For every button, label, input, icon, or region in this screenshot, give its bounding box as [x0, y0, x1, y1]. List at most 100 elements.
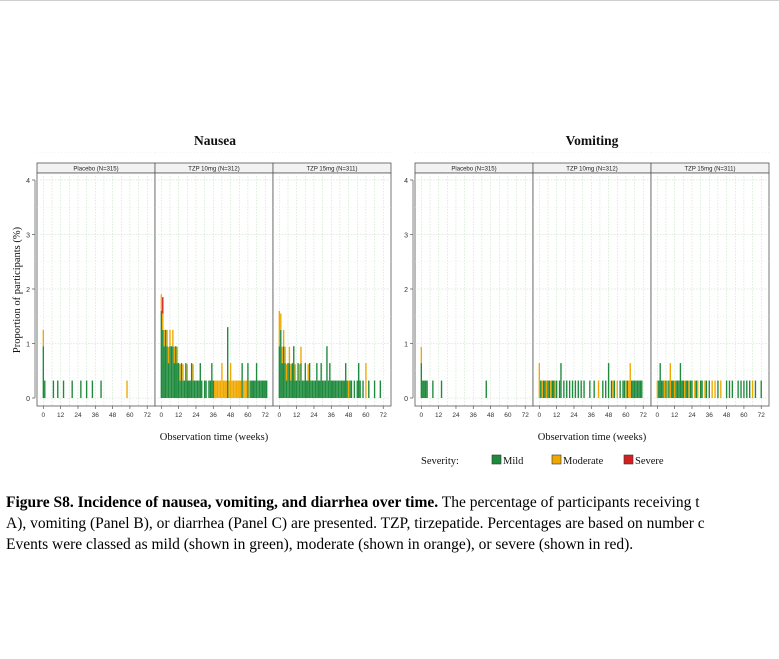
- vomiting-panel-3-bar-moderate: [666, 380, 669, 398]
- nausea-panel-2-bar-mild: [189, 380, 191, 398]
- vomiting-panel-1-bar-mild: [432, 380, 434, 398]
- nausea-panel-2-bar-moderate: [248, 380, 251, 398]
- nausea-panel-3-bar-mild: [319, 380, 321, 398]
- vomiting-y-tick-label: 4: [404, 178, 408, 185]
- vomiting-panel-2-bar-moderate: [597, 380, 600, 398]
- vomiting-panel-2-bar-mild: [593, 380, 595, 398]
- vomiting-panel-2-bar-mild: [623, 380, 626, 398]
- vomiting-panel-3-bar-mild: [717, 380, 719, 398]
- vomiting-panel-3-bar-mild: [668, 380, 670, 398]
- nausea-panel-3-bar-mild: [343, 380, 345, 398]
- nausea-panel-3-bar-mild: [349, 380, 351, 398]
- nausea-panel-2-bar-mild: [163, 346, 165, 398]
- vomiting-panel-2-bar-mild: [563, 380, 565, 398]
- nausea-panel-2-bar-moderate: [182, 364, 184, 381]
- vomiting-y-tick-label: 3: [404, 233, 408, 240]
- nausea-panel-3-bar-mild: [359, 380, 361, 398]
- vomiting-panel-3-bar-mild: [708, 380, 710, 398]
- vomiting-panel-2-bar-moderate: [625, 380, 627, 398]
- nausea-panel-1-bar-moderate: [42, 329, 45, 347]
- vomiting-panel-3-bar-moderate: [684, 380, 686, 398]
- vomiting-panel-3-bar-moderate: [711, 380, 713, 398]
- nausea-panel-2-bar-mild: [183, 380, 186, 398]
- vomiting-panel-3-bar-mild: [699, 380, 702, 398]
- nausea-panel-3-bar-mild: [353, 380, 356, 398]
- vomiting-panel-3-bar-mild: [701, 380, 703, 398]
- nausea-panel-2-bar-mild: [252, 380, 255, 398]
- vomiting-panel-3-bar-mild: [695, 380, 697, 398]
- vomiting-panel-2-bar-mild: [636, 380, 639, 398]
- vomiting-panel-1-bar-moderate: [420, 346, 423, 364]
- vomiting-panel-2-x-tick-label: 0: [538, 412, 542, 419]
- vomiting-panel-3-bar-mild: [691, 380, 693, 398]
- vomiting-panel-2-strip-label: TZP 10mg (N=312): [566, 167, 617, 173]
- nausea-panel-3-bar-moderate: [300, 346, 302, 364]
- legend-item-severe: Severe: [635, 456, 664, 467]
- nausea-panel-2-bar-mild: [173, 363, 176, 398]
- figure-caption: Figure S8. Incidence of nausea, vomiting…: [6, 492, 779, 562]
- vomiting-panel-3-bar-moderate: [697, 380, 699, 398]
- nausea-panel-3-bar-mild: [314, 380, 317, 398]
- nausea-panel-3-bar-mild: [316, 363, 318, 398]
- nausea-panel-1-bar-mild: [91, 380, 94, 398]
- vomiting-panel-3-bar-mild: [740, 380, 742, 398]
- vomiting-panel-3-x-tick-label: 60: [740, 412, 748, 419]
- nausea-panel-3-bar-mild: [342, 380, 344, 398]
- nausea-panel-3-bar-mild: [346, 380, 348, 398]
- nausea-panel-3-x-tick-label: 48: [345, 412, 353, 419]
- nausea-panel-1-x-tick-label: 60: [126, 412, 134, 419]
- nausea-panel-3-bar-moderate: [347, 380, 350, 398]
- vomiting-panel-3-bar-mild: [705, 380, 708, 398]
- nausea-panel-2-strip-label: TZP 10mg (N=312): [188, 167, 239, 173]
- caption-line-1: Figure S8. Incidence of nausea, vomiting…: [6, 492, 779, 513]
- vomiting-panel-2-bar-mild: [566, 380, 568, 398]
- nausea-panel-2-bar-mild: [160, 310, 163, 398]
- nausea-panel-3-bar-mild: [345, 363, 347, 398]
- vomiting-panel-3-bar-mild: [686, 380, 689, 398]
- nausea-panel-2-bar-moderate: [234, 380, 236, 398]
- vomiting-panel-3-bar-mild: [662, 380, 664, 398]
- nausea-panel-3-bar-mild: [303, 380, 305, 398]
- vomiting-panel-3-strip-label: TZP 15mg (N=311): [685, 167, 736, 173]
- vomiting-panel-2-x-tick-label: 60: [622, 412, 630, 419]
- nausea-panel-2-bar-moderate: [238, 380, 240, 398]
- vomiting-panel-3-x-tick-label: 12: [671, 412, 679, 419]
- nausea-panel-2-x-tick-label: 60: [244, 412, 252, 419]
- vomiting-panel-2-bar-mild: [602, 380, 604, 398]
- vomiting-panel-2-bar-mild: [639, 380, 642, 398]
- nausea-panel-3-bar-moderate: [280, 313, 282, 330]
- nausea-panel-3-bar-moderate: [307, 364, 309, 381]
- vomiting-panel-3-bar-mild: [748, 380, 751, 398]
- vomiting-panel-2-bar-mild: [622, 380, 624, 398]
- vomiting-panel-3-bar-mild: [737, 380, 739, 398]
- nausea-panel-2-bar-mild: [195, 380, 197, 398]
- vomiting-panel-1-x-tick-label: 0: [420, 412, 424, 419]
- nausea-panel-3-bar-mild: [304, 363, 306, 398]
- nausea-panel-2-bar-mild: [198, 380, 200, 398]
- nausea-panel-2-bar-mild: [196, 380, 199, 398]
- nausea-panel-3-bar-mild: [323, 380, 325, 398]
- vomiting-panel-2-bar-moderate: [629, 363, 631, 398]
- nausea-panel-3-x-tick-label: 60: [362, 412, 370, 419]
- nausea-panel-1-frame: [36, 172, 156, 407]
- nausea-panel-2-bar-mild: [175, 346, 177, 398]
- nausea-panel-3-bar-mild: [291, 363, 294, 398]
- nausea-panel-2-bar-moderate: [169, 329, 171, 347]
- nausea-panel-1-bar-mild: [71, 380, 73, 398]
- nausea-panel-3-x-tick-label: 0: [278, 412, 282, 419]
- nausea-panel-2-bar-mild: [185, 363, 187, 398]
- nausea-panel-2-bar-moderate: [215, 380, 217, 398]
- nausea-panel-3-bar-mild: [308, 363, 311, 398]
- vomiting-panel-3-bar-mild: [682, 380, 684, 398]
- nausea-panel-1-bar-mild: [57, 380, 59, 398]
- nausea-y-tick-label: 4: [26, 178, 30, 185]
- nausea-panel-3-bar-mild: [288, 363, 291, 398]
- nausea-panel-1-bar-mild: [52, 380, 55, 398]
- nausea-panel-1-bar-mild: [100, 380, 102, 398]
- nausea-panel-2-bar-mild: [257, 380, 259, 398]
- legend-swatch-moderate: [551, 454, 562, 465]
- vomiting-panel-2-bar-mild: [580, 380, 582, 398]
- nausea-panel-2-bar-moderate: [186, 364, 188, 381]
- vomiting-panel-3-x-tick-label: 48: [723, 412, 731, 419]
- nausea-panel-2-bar-mild: [192, 380, 194, 398]
